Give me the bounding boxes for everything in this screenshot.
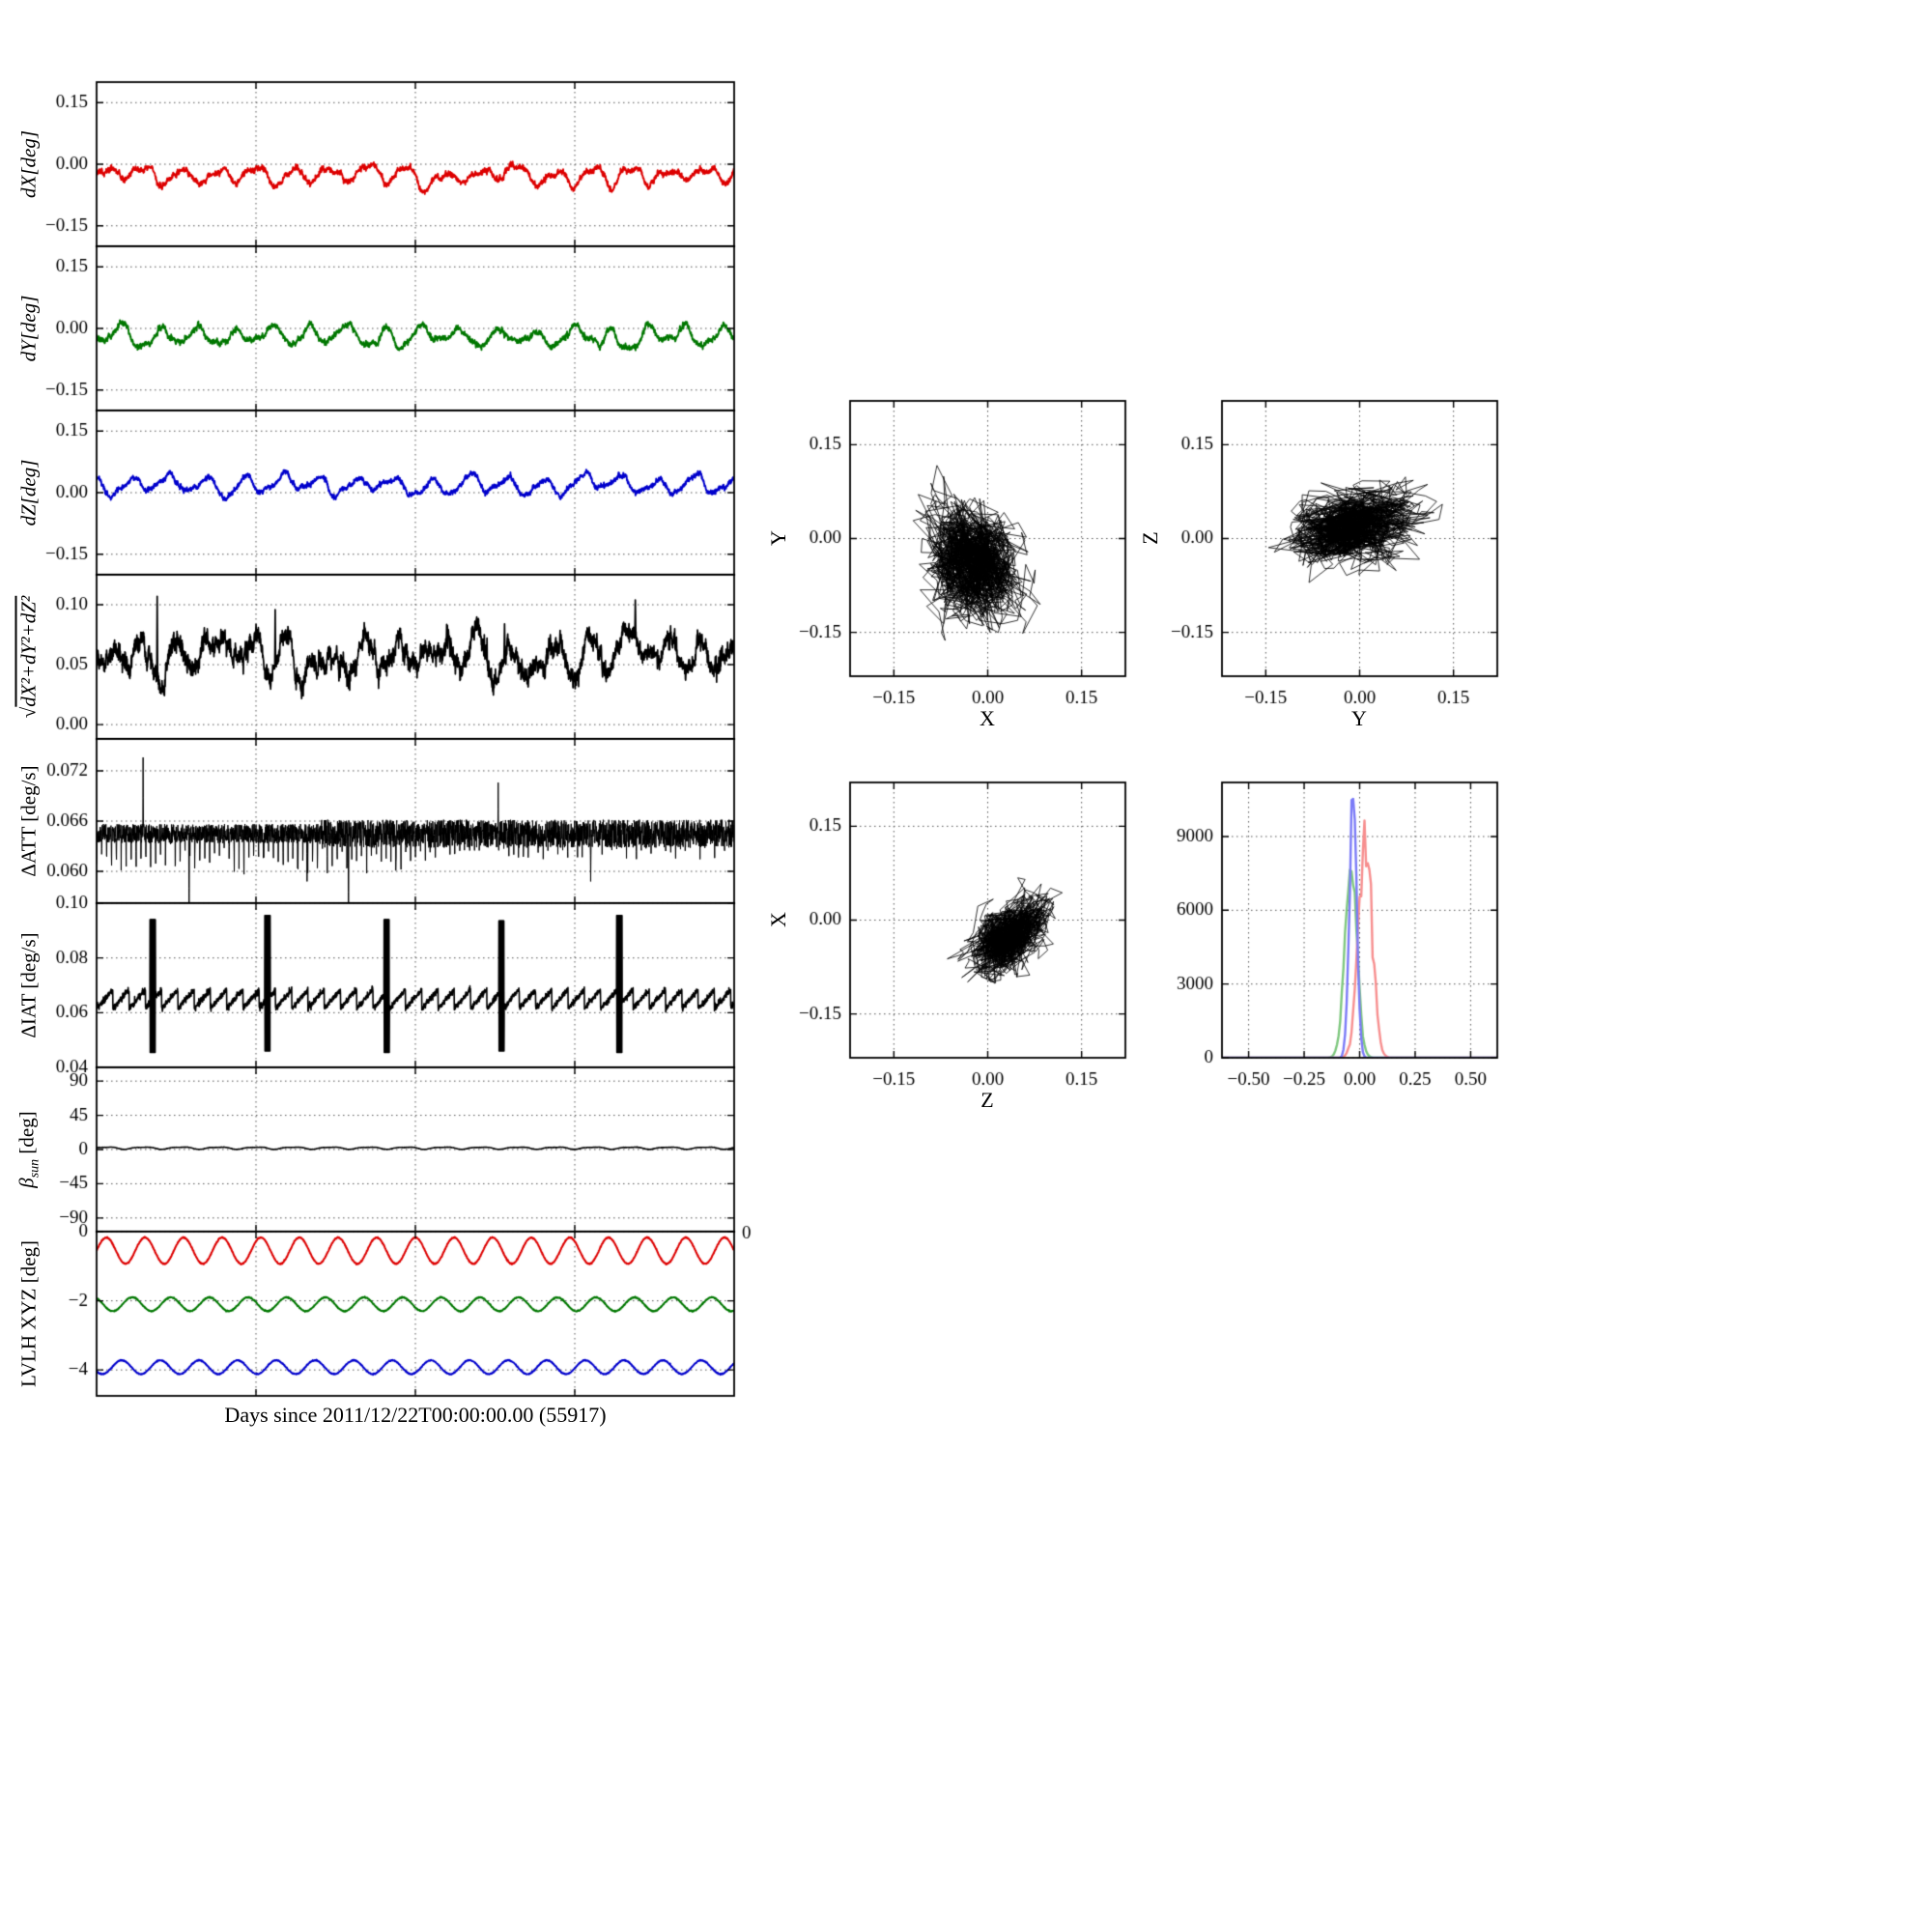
ylabel-diat: ΔIAT [deg/s] (16, 932, 41, 1038)
magnitude-plot-canvas (19, 563, 763, 751)
lvlh-plot-canvas (19, 1220, 763, 1407)
ylabel-dX: dX[deg] (16, 130, 41, 198)
ylabel-scatter-zx: X (766, 912, 790, 927)
ylabel-dY: dY[deg] (16, 295, 41, 362)
sqrt-argument: dX²+dY²+dZ² (16, 595, 41, 707)
timeseries-panel-beta-sun (19, 1056, 763, 1243)
histogram-canvas (1145, 771, 1509, 1101)
ylabel-scatter-xy: Y (766, 530, 790, 546)
xlabel-scatter-zx: Z (980, 1088, 994, 1112)
scatter-panel-yz (1145, 389, 1509, 720)
beta-unit: [deg] (14, 1111, 39, 1159)
timeseries-panel-dY (19, 235, 763, 422)
beta-sun-plot-canvas (19, 1056, 763, 1243)
ylabel-scatter-yz: Z (1138, 531, 1162, 545)
timeseries-panel-dZ (19, 399, 763, 586)
dY-plot-canvas (19, 235, 763, 422)
ylabel-lvlh: LVLH XYZ [deg] (16, 1239, 41, 1388)
time-axis-label: Days since 2011/12/22T00:00:00.00 (55917… (224, 1403, 607, 1427)
scatter-zx-canvas (773, 771, 1137, 1101)
ylabel-beta-sun: βsun [deg] (14, 1111, 43, 1187)
xlabel-scatter-xy: X (980, 706, 995, 730)
timeseries-panel-diat (19, 892, 763, 1079)
dZ-plot-canvas (19, 399, 763, 586)
timeseries-panel-datt (19, 727, 763, 915)
histogram-panel-xyz (1145, 771, 1509, 1101)
ylabel-dZ: dZ[deg] (16, 459, 41, 526)
dX-plot-canvas (19, 71, 763, 258)
xlabel-scatter-yz: Y (1351, 706, 1367, 730)
scatter-panel-xy (773, 389, 1137, 720)
timeseries-panel-lvlh (19, 1220, 763, 1407)
timeseries-panel-magnitude (19, 563, 763, 751)
sqrt-sign: √ (16, 706, 41, 719)
diat-plot-canvas (19, 892, 763, 1079)
ylabel-datt: ΔATT [deg/s] (16, 765, 41, 877)
ylabel-magnitude: √dX²+dY²+dZ² (17, 596, 42, 718)
timeseries-panel-dX (19, 71, 763, 258)
beta-symbol: β (14, 1178, 39, 1188)
scatter-panel-zx (773, 771, 1137, 1101)
scatter-yz-canvas (1145, 389, 1509, 720)
datt-plot-canvas (19, 727, 763, 915)
beta-subscript: sun (27, 1158, 43, 1179)
scatter-xy-canvas (773, 389, 1137, 720)
